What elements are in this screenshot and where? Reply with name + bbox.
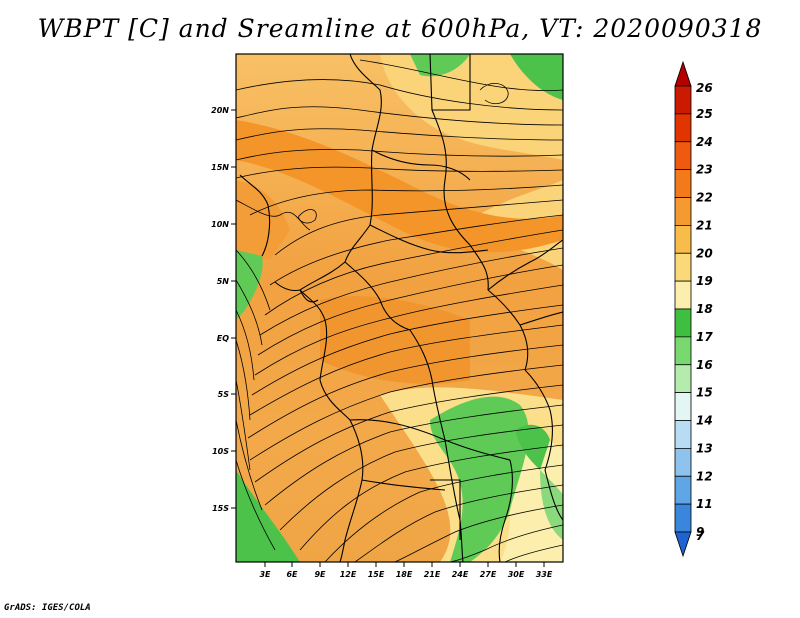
colorbar-label-25: 25 [696,107,713,121]
lat-axis [231,109,236,509]
colorbar: 26 25 24 23 22 21 20 19 18 17 16 15 14 13 12 11 97 [674,60,713,558]
colorbar-swatch-20 [674,224,692,254]
lat-label-eq: EQ [217,334,229,343]
wbpt-17-region-sw [236,470,300,562]
map-panel [236,54,563,562]
colorbar-swatch-14 [674,392,692,421]
colorbar-label-23: 23 [696,163,713,177]
map-title: WBPT [C] and Sreamline at 600hPa, VT: 20… [37,14,763,43]
colorbar-swatch-23 [674,141,692,171]
streamlines [236,59,563,562]
colorbar-swatch-7 [674,531,692,558]
wbpt-19-region-north [380,54,563,160]
lat-label-10s: 10S [212,447,229,456]
colorbar-swatch-25 [674,85,692,115]
lon-label-15e: 15E [368,570,385,579]
colorbar-label-15: 15 [696,386,713,400]
colorbar-label-12: 12 [696,469,713,483]
colorbar-swatch-11 [674,475,692,505]
country-borders [239,54,563,562]
colorbar-label-19: 19 [696,274,713,288]
colorbar-swatch-12 [674,447,692,477]
grads-credit: GrADS: IGES/COLA [4,603,91,613]
colorbar-label-22: 22 [696,191,713,205]
lat-label-5n: 5N [217,277,230,286]
colorbar-swatch-9 [674,503,692,533]
lon-axis [264,562,545,567]
wbpt-21-band-north [236,120,563,253]
colorbar-swatch-24 [674,113,692,143]
lon-label-21e: 21E [424,570,441,579]
wbpt-17-region-nc [410,54,470,77]
colorbar-label-17: 17 [696,330,713,344]
wbpt-21-region-west [236,180,290,260]
colorbar-label-21: 21 [696,218,713,232]
colorbar-swatch-15 [674,364,692,394]
colorbar-label-24: 24 [696,135,713,149]
colorbar-label-26: 26 [696,81,713,95]
colorbar-label-16: 16 [696,358,713,372]
map-frame [235,53,564,563]
lon-label-27e: 27E [480,570,497,579]
colorbar-swatch-18 [674,280,692,310]
colorbar-swatch-26 [674,60,692,87]
lon-label-9e: 9E [314,570,326,579]
colorbar-swatch-21 [674,197,692,226]
lat-label-15s: 15S [212,504,229,513]
lat-label-10n: 10N [211,220,229,229]
colorbar-swatch-22 [674,169,692,198]
wbpt-17-region-seast [515,424,550,470]
lon-label-30e: 30E [508,570,525,579]
lat-label-20n: 20N [211,106,229,115]
colorbar-label-14: 14 [696,414,713,428]
colorbar-swatch-19 [674,252,692,282]
colorbar-swatch-13 [674,420,692,449]
colorbar-label-11: 11 [696,497,713,511]
colorbar-label-18: 18 [696,302,713,316]
lon-label-18e: 18E [396,570,413,579]
lon-label-24e: 24E [452,570,469,579]
wbpt-17-region-ne [510,54,563,100]
colorbar-swatch-17 [674,308,692,338]
colorbar-swatch-16 [674,336,692,366]
colorbar-label-9: 9 [696,525,704,539]
colorbar-label-13: 13 [696,441,713,455]
wbpt-17-region-se [430,396,529,562]
lon-label-33e: 33E [536,570,553,579]
wbpt-17-region-w [236,250,263,320]
colorbar-label-20: 20 [696,246,713,260]
lon-label-12e: 12E [340,570,357,579]
colorbar-label-7: 7 [696,529,705,543]
lat-label-15n: 15N [211,163,229,172]
lon-label-3e: 3E [259,570,271,579]
lat-label-5s: 5S [218,390,230,399]
lon-label-6e: 6E [286,570,298,579]
